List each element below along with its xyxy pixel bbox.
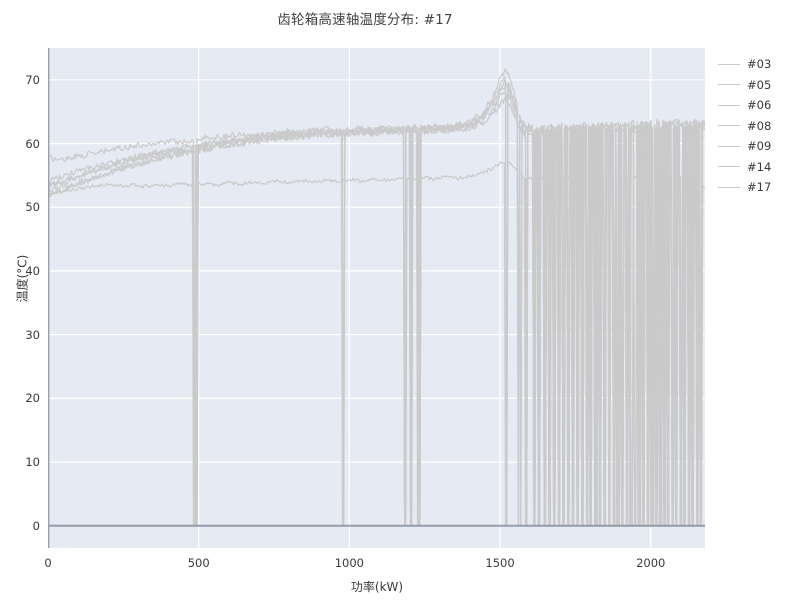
- legend-line-swatch: [718, 145, 740, 147]
- legend-item-n05[interactable]: #05: [718, 75, 800, 96]
- x-axis-label: 功率(kW): [350, 580, 404, 594]
- legend-label: #09: [747, 139, 772, 154]
- legend-item-n06[interactable]: #06: [718, 95, 800, 116]
- legend-item-n17[interactable]: #17: [718, 177, 800, 198]
- y-tick-label: 0: [32, 518, 40, 533]
- legend-line-swatch: [718, 104, 740, 106]
- legend-label: #05: [747, 77, 772, 92]
- y-tick-label: 20: [25, 391, 40, 406]
- legend-item-n14[interactable]: #14: [718, 157, 800, 178]
- y-tick-label: 40: [25, 263, 40, 278]
- y-tick-label: 10: [25, 455, 40, 469]
- plot-canvas: [48, 48, 705, 548]
- legend-label: #14: [747, 159, 772, 174]
- legend-item-n08[interactable]: #08: [718, 116, 800, 137]
- legend-line-swatch: [718, 186, 740, 188]
- legend-line-swatch: [718, 63, 740, 65]
- chart-title: 齿轮箱高速轴温度分布: #17: [277, 12, 453, 28]
- legend-label: #08: [747, 118, 772, 133]
- legend-line-swatch: [718, 166, 740, 168]
- legend-line-swatch: [718, 84, 740, 86]
- y-tick-label: 60: [25, 136, 40, 151]
- x-tick-label: 1000: [334, 556, 365, 570]
- legend-label: #06: [747, 98, 772, 113]
- y-axis-ticks: 0 10 20 30 40 50 60 70: [0, 0, 40, 600]
- legend-item-n03[interactable]: #03: [718, 54, 800, 75]
- legend-label: #03: [747, 57, 772, 72]
- x-tick-label: 2000: [636, 556, 666, 570]
- y-tick-label: 50: [25, 200, 40, 215]
- plot-area: [48, 48, 705, 548]
- legend-line-swatch: [718, 125, 740, 127]
- y-tick-label: 30: [25, 327, 40, 342]
- x-tick-label: 1500: [485, 556, 515, 570]
- x-axis-ticks: 0 500 1000 1500 2000: [0, 556, 800, 576]
- y-tick-label: 70: [25, 72, 40, 87]
- x-tick-label: 500: [187, 556, 210, 570]
- chart-legend: #03 #05 #06 #08 #09 #14 #17: [718, 54, 800, 198]
- legend-label: #17: [747, 180, 772, 195]
- legend-item-n09[interactable]: #09: [718, 136, 800, 157]
- x-tick-label: 0: [44, 556, 52, 570]
